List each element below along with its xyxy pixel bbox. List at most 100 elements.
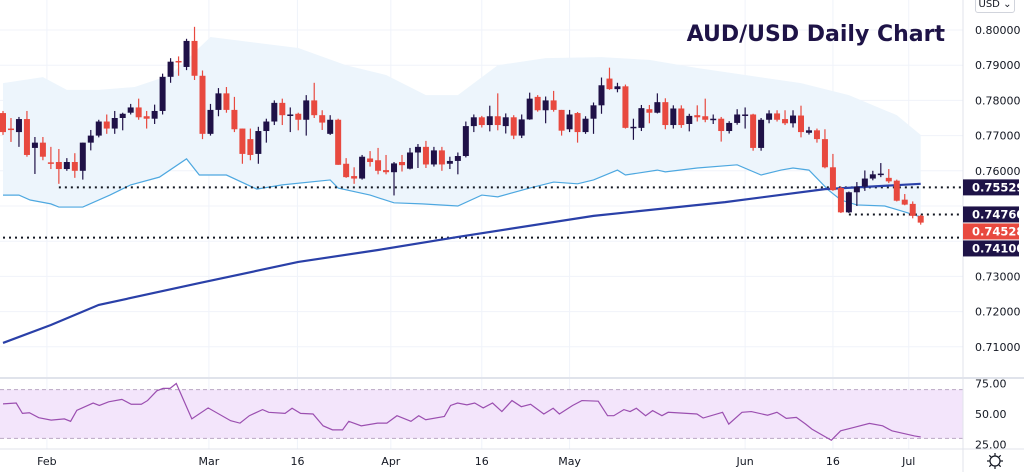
price-label-box: 0.75529 <box>963 179 1024 196</box>
time-axis[interactable]: Feb Mar 16 Apr 16 May Jun 16 Jul <box>37 455 915 468</box>
rsi-band-fill <box>0 389 963 439</box>
candle <box>869 170 876 181</box>
candle-body <box>750 114 757 148</box>
candle-body <box>478 117 485 126</box>
candle-body <box>590 105 597 119</box>
candle <box>893 179 900 202</box>
candle <box>550 90 557 112</box>
candle-body <box>438 150 445 165</box>
price-tick-label: 0.72000 <box>975 306 1021 319</box>
candle <box>710 114 717 124</box>
candle-body <box>71 162 78 171</box>
rsi-panel: 75.00 50.00 25.00 <box>0 378 1007 452</box>
time-tick-label: May <box>558 455 581 468</box>
candle <box>375 147 382 175</box>
candle <box>646 104 653 124</box>
candle-body <box>135 107 142 118</box>
candle <box>518 114 525 139</box>
candle <box>167 58 174 83</box>
candle <box>614 82 621 93</box>
candle <box>303 95 310 136</box>
candle <box>502 113 509 134</box>
candle <box>31 137 38 174</box>
candle-body <box>718 118 725 132</box>
candle <box>782 110 789 126</box>
candle-body <box>95 121 102 136</box>
candle <box>23 110 30 157</box>
candle-body <box>39 142 46 157</box>
price-tick-label: 0.77000 <box>975 130 1021 143</box>
price-axis[interactable]: 0.80000 0.79000 0.78000 0.77000 0.76000 0.730… <box>963 24 1024 354</box>
candle <box>638 104 645 132</box>
candle-body <box>790 115 797 124</box>
candle-body <box>295 113 302 120</box>
candle <box>478 115 485 128</box>
candle <box>406 147 413 170</box>
candle <box>566 109 573 133</box>
candle <box>486 105 493 132</box>
candle <box>63 158 70 171</box>
currency-dropdown[interactable]: USD ⌄ <box>975 0 1015 13</box>
candle-body <box>885 177 892 182</box>
candle <box>606 67 613 90</box>
grid <box>0 0 963 449</box>
candle <box>367 151 374 167</box>
time-tick-label: Mar <box>199 455 220 468</box>
candle <box>199 70 206 140</box>
candle <box>885 169 892 184</box>
candle <box>71 153 78 178</box>
candle-body <box>654 102 661 113</box>
price-tick-label: 0.79000 <box>975 59 1021 72</box>
candle <box>686 113 693 132</box>
candle-body <box>694 115 701 118</box>
candle-body <box>726 122 733 132</box>
bollinger-fill <box>3 37 921 217</box>
candle <box>87 129 94 151</box>
candle <box>702 98 709 123</box>
candle <box>47 146 54 170</box>
rsi-tick-label: 50.00 <box>975 408 1007 421</box>
price-label-bg <box>963 179 1019 196</box>
candle <box>279 98 286 126</box>
rsi-line <box>2 382 921 441</box>
candle <box>734 109 741 125</box>
candle <box>662 98 669 130</box>
candle <box>750 113 757 151</box>
gear-icon[interactable] <box>987 453 1003 469</box>
candle-body <box>231 109 238 130</box>
candle <box>351 167 358 184</box>
candle <box>359 154 366 180</box>
currency-label: USD <box>978 0 1000 10</box>
candle-body <box>798 115 804 133</box>
candle-body <box>526 98 533 120</box>
candle-body <box>845 192 852 213</box>
candle-body <box>406 152 413 169</box>
candle-body <box>247 139 254 155</box>
candle <box>223 87 230 113</box>
candle-body <box>758 119 765 148</box>
candle <box>55 148 62 184</box>
price-label-text: 0.75529 <box>972 180 1024 194</box>
candle <box>798 105 804 138</box>
candle-body <box>311 100 318 116</box>
candle-body <box>327 119 334 134</box>
price-levels <box>3 186 963 239</box>
candle <box>694 105 701 122</box>
candle-body <box>638 108 645 128</box>
candle-body <box>351 176 358 179</box>
candle-body <box>391 163 398 173</box>
candle-body <box>614 86 621 90</box>
candle <box>7 118 14 142</box>
candle-body <box>239 128 246 154</box>
candle <box>239 128 246 164</box>
candle-body <box>446 160 453 164</box>
candle-body <box>422 146 429 165</box>
candle <box>127 103 134 115</box>
candle <box>0 110 6 135</box>
candle <box>191 26 198 80</box>
price-label-box: 0.74528 <box>963 223 1024 240</box>
candle-body <box>255 131 262 154</box>
candle <box>821 129 828 169</box>
candle-body <box>359 156 366 179</box>
